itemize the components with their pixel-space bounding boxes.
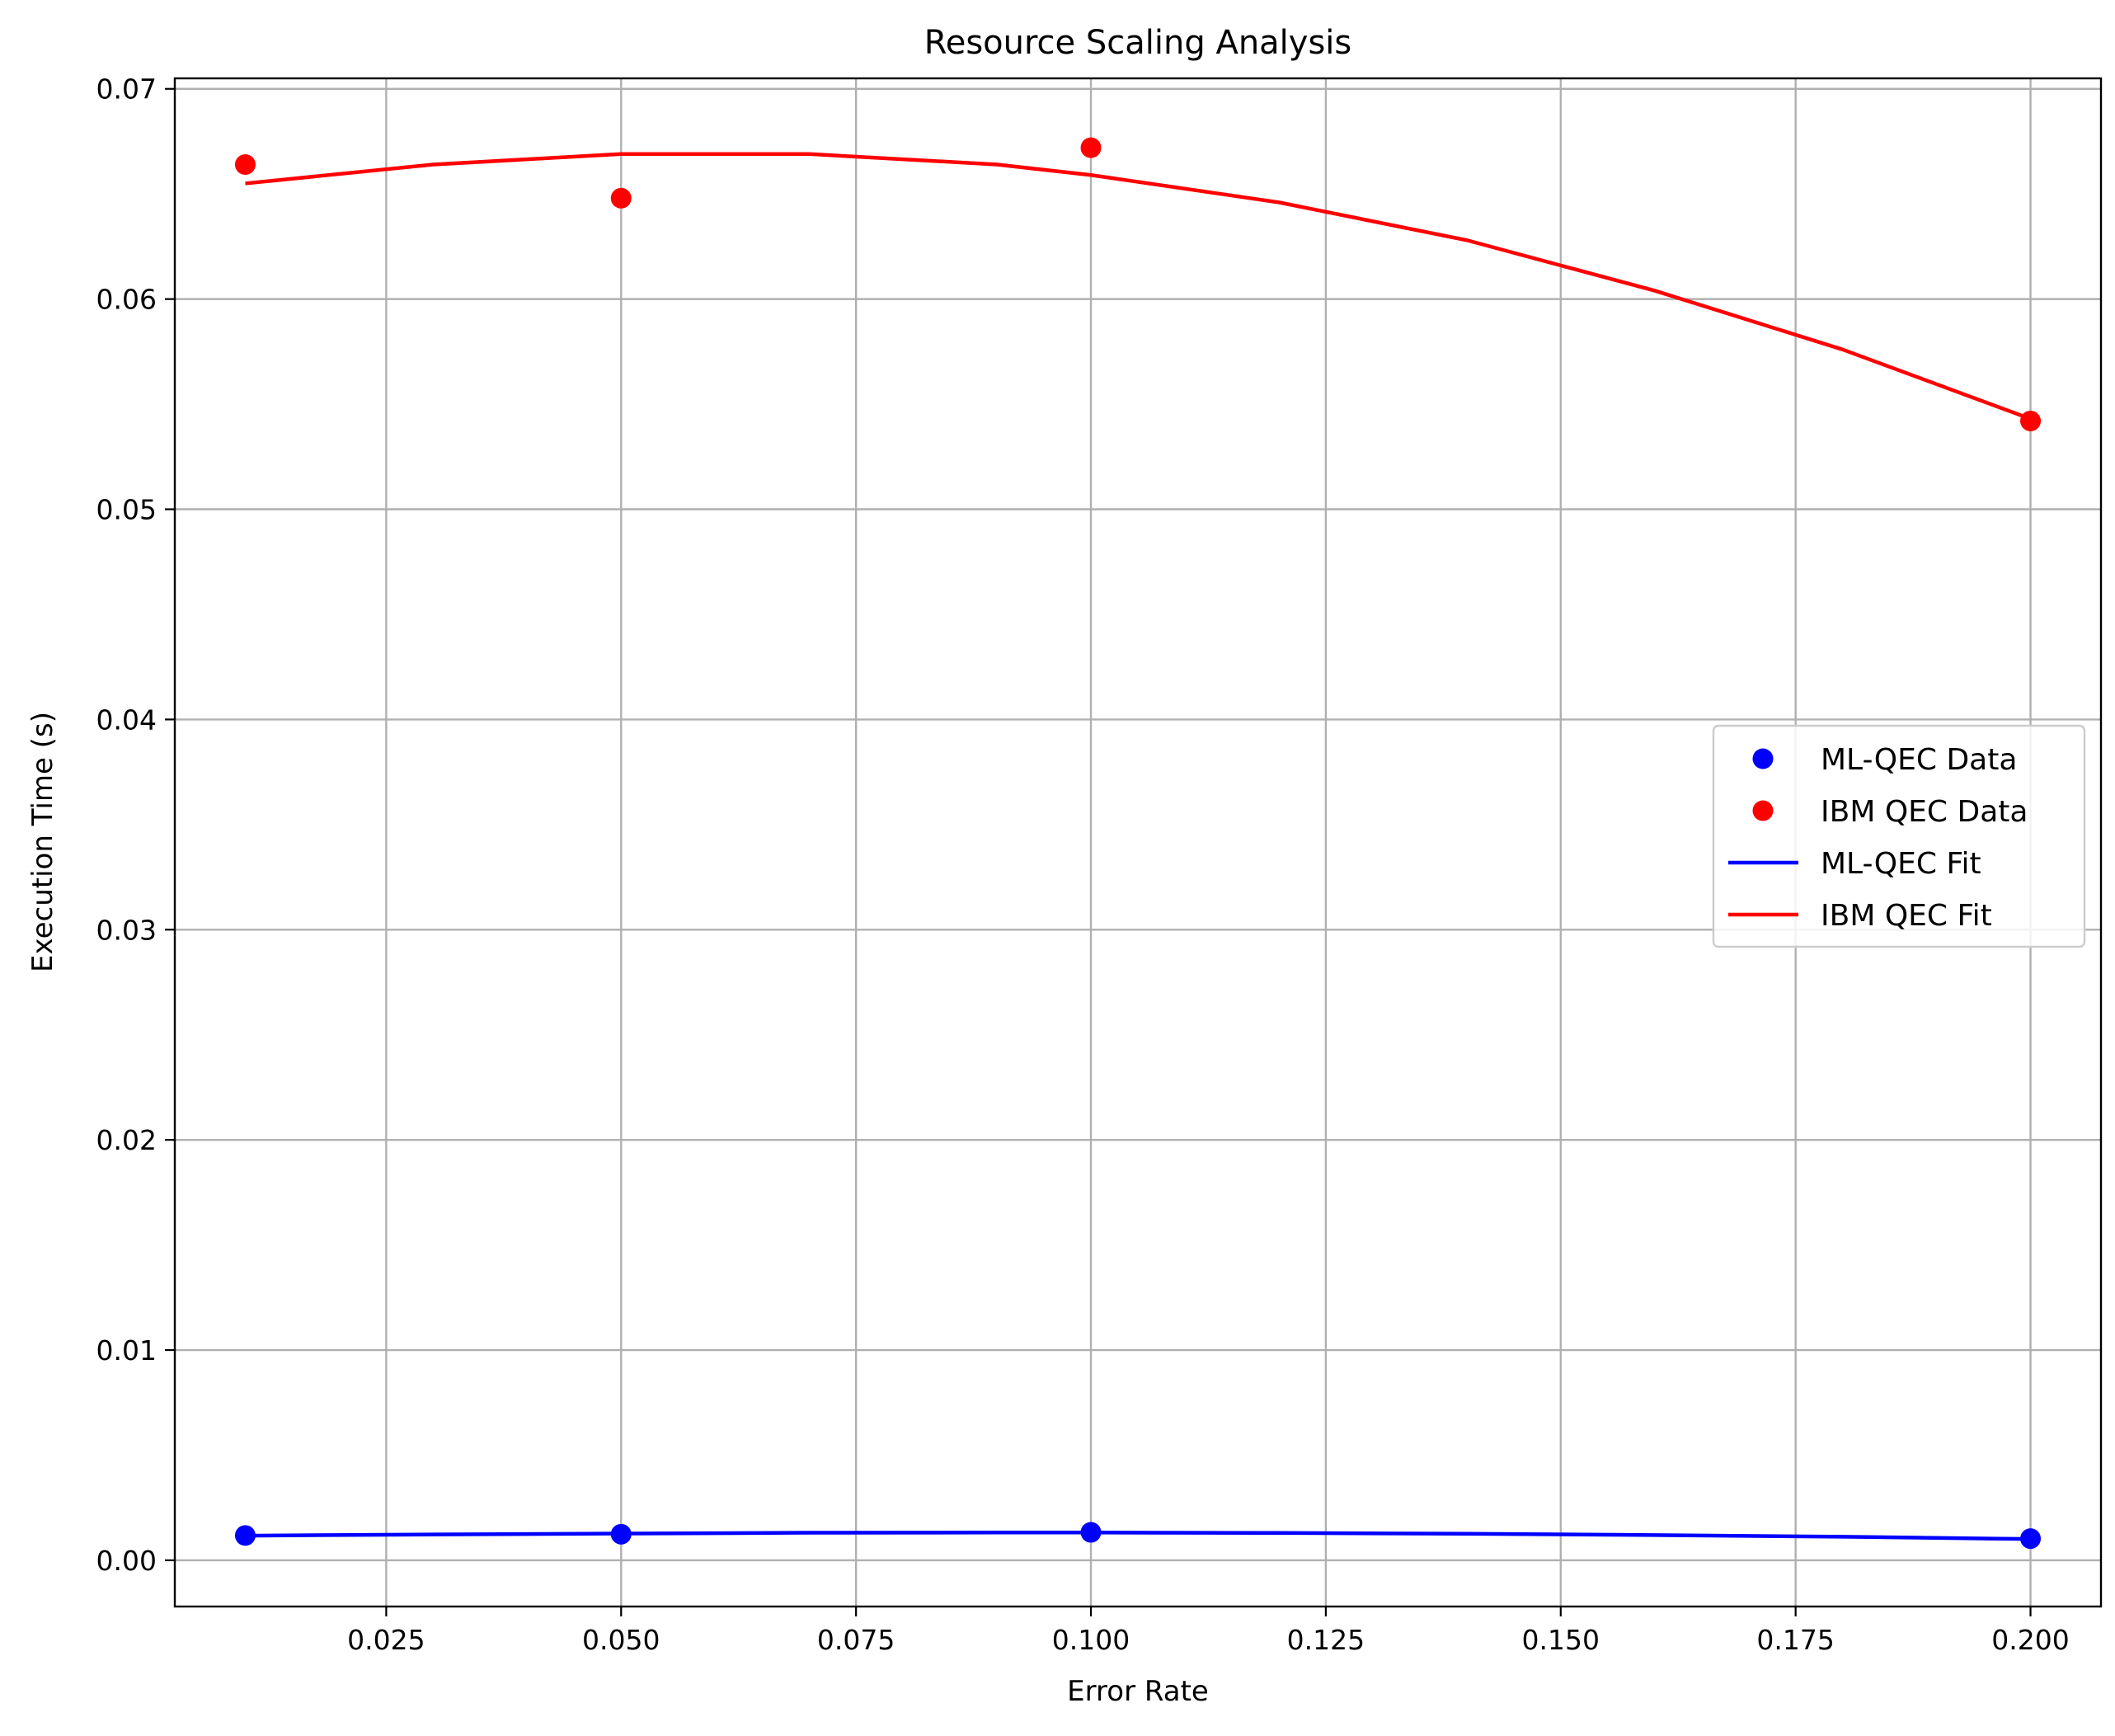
y-tick-label: 0.04 <box>96 703 157 736</box>
series-0-point <box>610 1523 632 1545</box>
x-axis-label: Error Rate <box>1067 1675 1209 1708</box>
series-1-point <box>610 187 632 209</box>
y-tick-label: 0.07 <box>96 73 157 106</box>
series-line-3 <box>245 152 2032 421</box>
x-tick-label: 0.175 <box>1756 1624 1834 1656</box>
x-tick-label: 0.075 <box>817 1624 895 1656</box>
y-tick-label: 0.01 <box>96 1334 157 1367</box>
y-tick-label: 0.02 <box>96 1124 157 1156</box>
series-1-point <box>1080 137 1102 158</box>
legend-label: ML-QEC Data <box>1821 743 2017 777</box>
legend-label: IBM QEC Data <box>1821 795 2028 829</box>
x-tick-label: 0.150 <box>1522 1624 1600 1656</box>
legend-label: IBM QEC Fit <box>1821 899 1992 933</box>
series-1-point <box>234 154 256 176</box>
x-tick-label: 0.100 <box>1052 1624 1130 1656</box>
plot-frame <box>173 77 2103 1608</box>
legend-box <box>1712 724 2086 948</box>
y-tick-label: 0.03 <box>96 914 157 946</box>
x-tick-label: 0.125 <box>1287 1624 1365 1656</box>
series-0-point <box>234 1525 256 1546</box>
y-tick-label: 0.06 <box>96 284 157 316</box>
legend-marker <box>1752 800 1774 821</box>
chart-title: Resource Scaling Analysis <box>924 24 1352 62</box>
x-axis-ticks: 0.025 0.050 0.075 0.100 0.125 0.150 0.175 0.200 <box>347 1607 2070 1656</box>
series-line-2 <box>245 1531 2031 1541</box>
legend-marker <box>1752 748 1774 769</box>
legend-label: ML-QEC Fit <box>1821 847 1981 881</box>
x-tick-label: 0.050 <box>582 1624 660 1656</box>
legend: ML-QEC Data IBM QEC Data ML-QEC Fit IBM QEC… <box>1712 724 2086 948</box>
grid-layer <box>175 78 2101 1607</box>
x-tick-label: 0.025 <box>347 1624 425 1656</box>
y-tick-label: 0.05 <box>96 494 157 526</box>
series-layer <box>234 137 2042 1550</box>
y-axis-ticks: 0.00 0.01 0.02 0.03 0.04 0.05 0.06 0.07 <box>96 73 175 1577</box>
series-0-point <box>2020 1528 2042 1550</box>
series-1-point <box>2020 410 2042 431</box>
series-0-point <box>1080 1522 1102 1543</box>
x-tick-label: 0.200 <box>1991 1624 2069 1656</box>
y-axis-label: Execution Time (s) <box>26 712 59 972</box>
y-tick-label: 0.00 <box>96 1545 157 1577</box>
